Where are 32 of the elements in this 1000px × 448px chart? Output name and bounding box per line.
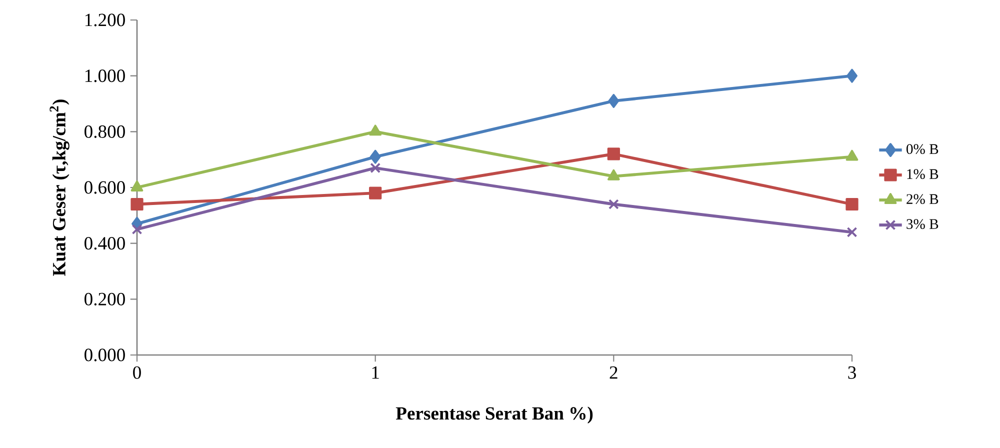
point [132, 224, 142, 235]
legend-label: 2% B [906, 194, 938, 204]
y-tick-label: 0.400 [84, 237, 125, 250]
point [608, 199, 619, 210]
y-tick-label: 1.000 [85, 70, 125, 82]
legend-label: 1% B [907, 169, 938, 180]
point [130, 180, 144, 192]
point [846, 226, 858, 238]
legend-label: 3% B [906, 219, 938, 230]
point [607, 169, 620, 180]
point [370, 162, 381, 174]
x-tick-label: 0 [133, 366, 141, 379]
x-tick-label: 1 [372, 366, 379, 379]
y-tick-label: 0.800 [84, 125, 125, 138]
point [130, 198, 144, 211]
y-tick-label: 0.000 [84, 348, 125, 362]
y-tick-label: 1.200 [85, 14, 125, 26]
point [608, 94, 620, 108]
x-tick-label: 2 [610, 366, 618, 379]
point [370, 150, 381, 164]
point [369, 124, 382, 136]
point [846, 150, 858, 161]
point [846, 68, 858, 83]
point [607, 148, 620, 160]
y-tick-label: 0.600 [84, 181, 125, 194]
x-axis-title: Persentase Serat Ban %) [396, 406, 593, 424]
point [369, 186, 382, 200]
point [846, 198, 858, 211]
legend-label: 0% B [906, 144, 938, 154]
x-tick-label: 3 [848, 366, 856, 379]
y-tick-label: 0.200 [84, 292, 125, 306]
y-axis-title: Kuat Geser (τ,kg/cm$^{2}$) [50, 100, 70, 276]
